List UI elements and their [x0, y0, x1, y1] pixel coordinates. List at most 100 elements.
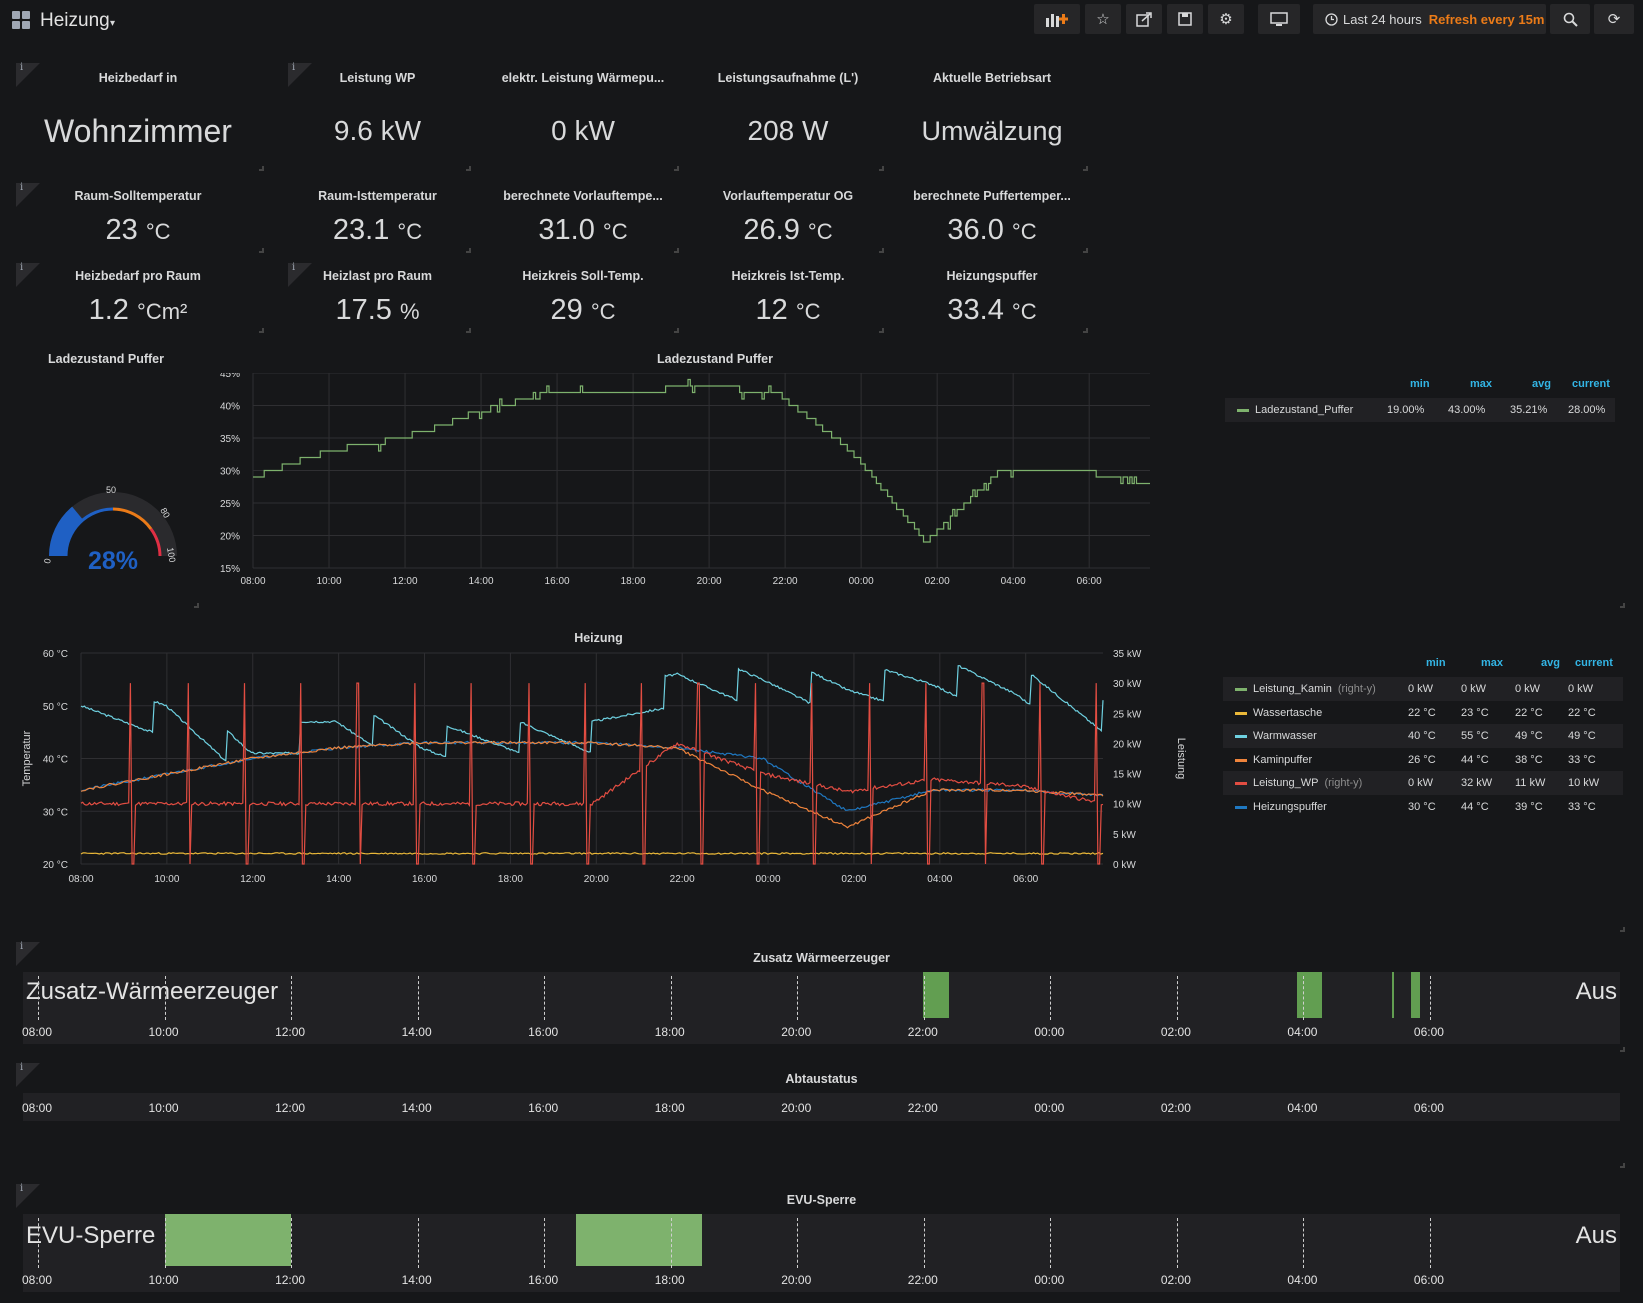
info-corner[interactable]: i — [288, 62, 312, 87]
status-timeline[interactable]: 08:00 10:00 12:00 14:00 16:00 18:00 20:00 22:00… — [22, 1093, 1620, 1121]
time-picker[interactable]: Last 24 hours Refresh every 15m — [1313, 4, 1546, 34]
legend-current: 33 °C — [1568, 753, 1596, 766]
status-on-block[interactable] — [1410, 972, 1421, 1018]
singlestat-panel[interactable]: i Heizbedarf in Wohnzimmer — [8, 62, 268, 171]
graph-panel-heizung[interactable]: Heizung 20 °C 30 °C 40 °C 50 °C 60 °C 0 kW 5 k… — [8, 622, 1635, 932]
status-on-block[interactable] — [923, 972, 949, 1018]
resize-handle[interactable] — [1083, 328, 1088, 333]
info-corner[interactable]: i — [16, 62, 40, 87]
resize-handle[interactable] — [879, 166, 884, 171]
share-button[interactable] — [1126, 4, 1162, 34]
resize-handle[interactable] — [674, 166, 679, 171]
singlestat-panel[interactable]: i Raum-Solltemperatur 23 °C — [8, 182, 268, 253]
x-tick-label: 00:00 — [756, 874, 781, 885]
x-tick-label: 04:00 — [1287, 1101, 1318, 1115]
resize-handle[interactable] — [259, 166, 264, 171]
legend-row[interactable]: Heizungspuffer 30 °C 44 °C 39 °C 33 °C — [1223, 795, 1623, 819]
status-panel-abtau[interactable]: i Abtaustatus 08:00 10:00 12:00 14:00 16:00 1… — [8, 1062, 1635, 1168]
zoom-out-button[interactable] — [1550, 4, 1590, 34]
singlestat-panel[interactable]: berechnete Puffertemper... 36.0 °C — [892, 183, 1092, 253]
legend-swatch — [1235, 758, 1247, 762]
time-range-label: Last 24 hours — [1343, 11, 1422, 27]
refresh-button[interactable]: ⟳ — [1594, 4, 1634, 34]
x-tick-label: 02:00 — [1160, 1025, 1191, 1039]
dashboard-title[interactable]: Heizung — [40, 10, 110, 31]
chevron-down-icon[interactable]: ▾ — [110, 18, 116, 29]
resize-handle[interactable] — [1620, 1047, 1625, 1052]
y-tick-label: 60 °C — [43, 650, 68, 660]
info-corner[interactable]: i — [16, 1062, 40, 1087]
singlestat-panel[interactable]: Raum-Isttemperatur 23.1 °C — [280, 183, 475, 253]
gauge-panel[interactable]: Ladezustand Puffer 28% 0 50 80 100 — [8, 343, 203, 608]
status-panel-zusatz[interactable]: i Zusatz Wärmeerzeuger Zusatz-Wärmeerzeu… — [8, 941, 1635, 1052]
resize-handle[interactable] — [259, 248, 264, 253]
legend-swatch — [1235, 711, 1247, 715]
legend-series-name: Warmwasser — [1253, 730, 1317, 742]
resize-handle[interactable] — [1083, 248, 1088, 253]
resize-handle[interactable] — [674, 248, 679, 253]
info-corner[interactable]: i — [16, 182, 40, 207]
dashboards-icon[interactable] — [12, 11, 30, 29]
resize-handle[interactable] — [1620, 1163, 1625, 1168]
heizung-chart[interactable]: 20 °C 30 °C 40 °C 50 °C 60 °C 0 kW 5 kW 10 kW 15… — [8, 650, 1208, 930]
resize-handle[interactable] — [259, 328, 264, 333]
top-navbar: Heizung ▾ ☆ ⚙ Last 24 hours Refresh ever… — [0, 0, 1643, 44]
resize-handle[interactable] — [466, 328, 471, 333]
ladezustand-chart[interactable]: 15% 20% 25% 30% 35% 40% 45% 08:00 10:00 12:00 14:0… — [215, 373, 1215, 603]
time-divider — [797, 1218, 799, 1268]
status-on-block[interactable] — [164, 1214, 292, 1266]
legend-row[interactable]: Wassertasche 22 °C 23 °C 22 °C 22 °C — [1223, 701, 1623, 725]
singlestat-panel[interactable]: i Heizbedarf pro Raum 1.2 °Cm² — [8, 262, 268, 333]
status-on-block[interactable] — [575, 1214, 703, 1266]
singlestat-panel[interactable]: berechnete Vorlauftempe... 31.0 °C — [483, 183, 683, 253]
singlestat-panel[interactable]: Aktuelle Betriebsart Umwälzung — [892, 63, 1092, 171]
add-panel-button[interactable] — [1034, 4, 1080, 34]
singlestat-panel[interactable]: i Heizlast pro Raum 17.5 % — [280, 262, 475, 333]
resize-handle[interactable] — [674, 328, 679, 333]
panel-title: berechnete Vorlauftempe... — [503, 189, 663, 203]
resize-handle[interactable] — [1620, 603, 1625, 608]
legend-current: 28.00% — [1568, 404, 1606, 416]
info-corner[interactable]: i — [16, 941, 40, 966]
singlestat-panel[interactable]: elektr. Leistung Wärmepu... 0 kW — [483, 63, 683, 171]
star-button[interactable]: ☆ — [1085, 4, 1121, 34]
info-corner[interactable]: i — [16, 1183, 40, 1208]
info-corner[interactable]: i — [16, 262, 40, 287]
resize-handle[interactable] — [1083, 166, 1088, 171]
legend-row[interactable]: Ladezustand_Puffer 19.00% 43.00% 35.21% … — [1225, 398, 1615, 422]
gauge-tick-label: 100 — [165, 547, 177, 564]
x-tick-label: 06:00 — [1413, 1273, 1444, 1287]
panel-title: Raum-Solltemperatur — [74, 189, 202, 203]
singlestat-panel[interactable]: Leistungsaufnahme (L') 208 W — [688, 63, 888, 171]
resize-handle[interactable] — [466, 248, 471, 253]
status-on-block[interactable] — [1296, 972, 1323, 1018]
singlestat-panel[interactable]: Heizungspuffer 33.4 °C — [892, 263, 1092, 333]
info-corner[interactable]: i — [288, 262, 312, 287]
legend-row[interactable]: Kaminpuffer 26 °C 44 °C 38 °C 33 °C — [1223, 748, 1623, 772]
status-on-block[interactable] — [1391, 972, 1394, 1018]
singlestat-panel[interactable]: i Leistung WP 9.6 kW — [280, 62, 475, 171]
y2-axis-label: Leistung — [1175, 738, 1187, 780]
settings-button[interactable]: ⚙ — [1208, 4, 1244, 34]
time-divider — [417, 976, 419, 1020]
x-tick-label: 04:00 — [1287, 1273, 1318, 1287]
singlestat-panel[interactable]: Vorlauftemperatur OG 26.9 °C — [688, 183, 888, 253]
tv-mode-button[interactable] — [1258, 4, 1300, 34]
status-panel-evu[interactable]: i EVU-Sperre EVU-Sperre Aus 08:00 10:00 12:0… — [8, 1183, 1635, 1299]
graph-panel-ladezustand[interactable]: Ladezustand Puffer 15% 20% 25% 30% 35% 40% 45%… — [215, 343, 1635, 608]
status-timeline[interactable]: EVU-Sperre Aus 08:00 10:00 12:00 14:00 16:00 18… — [22, 1214, 1620, 1292]
resize-handle[interactable] — [879, 248, 884, 253]
legend-row[interactable]: Warmwasser 40 °C 55 °C 49 °C 49 °C — [1223, 724, 1623, 748]
resize-handle[interactable] — [466, 166, 471, 171]
y-axis-label: Temperatur — [21, 730, 33, 786]
legend-header: min — [1426, 657, 1446, 669]
status-timeline[interactable]: Zusatz-Wärmeerzeuger Aus 08:00 10:00 12:00 14… — [22, 972, 1620, 1044]
legend-row[interactable]: Leistung_WP (right-y) 0 kW 32 kW 11 kW 10 kW — [1223, 771, 1623, 795]
singlestat-panel[interactable]: Heizkreis Soll-Temp. 29 °C — [483, 263, 683, 333]
resize-handle[interactable] — [1620, 927, 1625, 932]
legend-row[interactable]: Leistung_Kamin (right-y) 0 kW 0 kW 0 kW 0 kW — [1223, 677, 1623, 701]
resize-handle[interactable] — [879, 328, 884, 333]
resize-handle[interactable] — [194, 603, 199, 608]
save-button[interactable] — [1167, 4, 1203, 34]
singlestat-panel[interactable]: Heizkreis Ist-Temp. 12 °C — [688, 263, 888, 333]
